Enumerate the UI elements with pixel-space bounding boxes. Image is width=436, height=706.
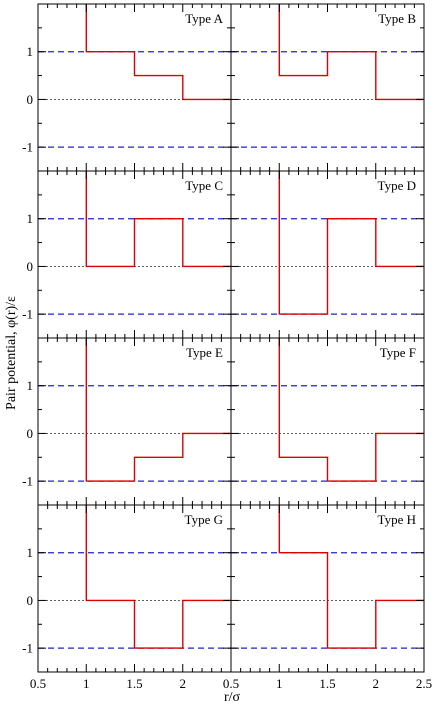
panel-3-title: Type C bbox=[185, 178, 223, 193]
panel-8-potential-line bbox=[278, 505, 424, 649]
panel-7-potential-line bbox=[85, 505, 231, 649]
panel-7-ytick-label: 1 bbox=[27, 545, 34, 560]
xtick-label: 1.5 bbox=[126, 676, 142, 691]
panel-5-ytick-label: 0 bbox=[27, 426, 34, 441]
panel-2-frame bbox=[230, 3, 425, 172]
panel-6-potential-line bbox=[278, 338, 424, 482]
panel-1-ytick-label: -1 bbox=[22, 140, 33, 155]
panel-3-ytick-label: 0 bbox=[27, 259, 34, 274]
xtick-label: 2 bbox=[180, 676, 187, 691]
xtick-label: 2.5 bbox=[416, 676, 432, 691]
panel-3-potential-line bbox=[85, 171, 231, 268]
panel-8-title: Type H bbox=[378, 512, 416, 527]
panel-1-ytick-label: 1 bbox=[27, 44, 34, 59]
xtick-label: 0.5 bbox=[30, 676, 46, 691]
xtick-label: 2 bbox=[373, 676, 380, 691]
panel-4-potential-line bbox=[278, 171, 424, 315]
panel-6-title: Type F bbox=[380, 345, 416, 360]
panel-5-ytick-label: 1 bbox=[27, 378, 34, 393]
xtick-label: 1 bbox=[276, 676, 283, 691]
panel-1-ytick-label: 0 bbox=[27, 92, 34, 107]
panel-2-potential-line bbox=[278, 4, 424, 101]
panel-5-potential-line bbox=[85, 338, 231, 482]
panel-1-frame bbox=[37, 3, 232, 172]
y-axis-label: Pair potential, φ(r)/ε bbox=[4, 296, 19, 410]
panel-4-title: Type D bbox=[378, 178, 416, 193]
panel-5-ytick-label: -1 bbox=[22, 474, 33, 489]
xtick-label: 1.5 bbox=[319, 676, 335, 691]
panel-5-title: Type E bbox=[186, 345, 223, 360]
panel-3-ytick-label: 1 bbox=[27, 211, 34, 226]
panel-7-ytick-label: -1 bbox=[22, 641, 33, 656]
panel-3-ytick-label: -1 bbox=[22, 307, 33, 322]
xtick-label: 0.5 bbox=[223, 676, 239, 691]
xtick-label: 1 bbox=[83, 676, 90, 691]
panel-2-title: Type B bbox=[378, 11, 416, 26]
panel-1-potential-line bbox=[85, 4, 231, 101]
panel-1-title: Type A bbox=[185, 11, 223, 26]
x-axis-label: r/σ bbox=[224, 690, 241, 705]
panel-7-ytick-label: 0 bbox=[27, 593, 34, 608]
panel-7-title: Type G bbox=[185, 512, 223, 527]
